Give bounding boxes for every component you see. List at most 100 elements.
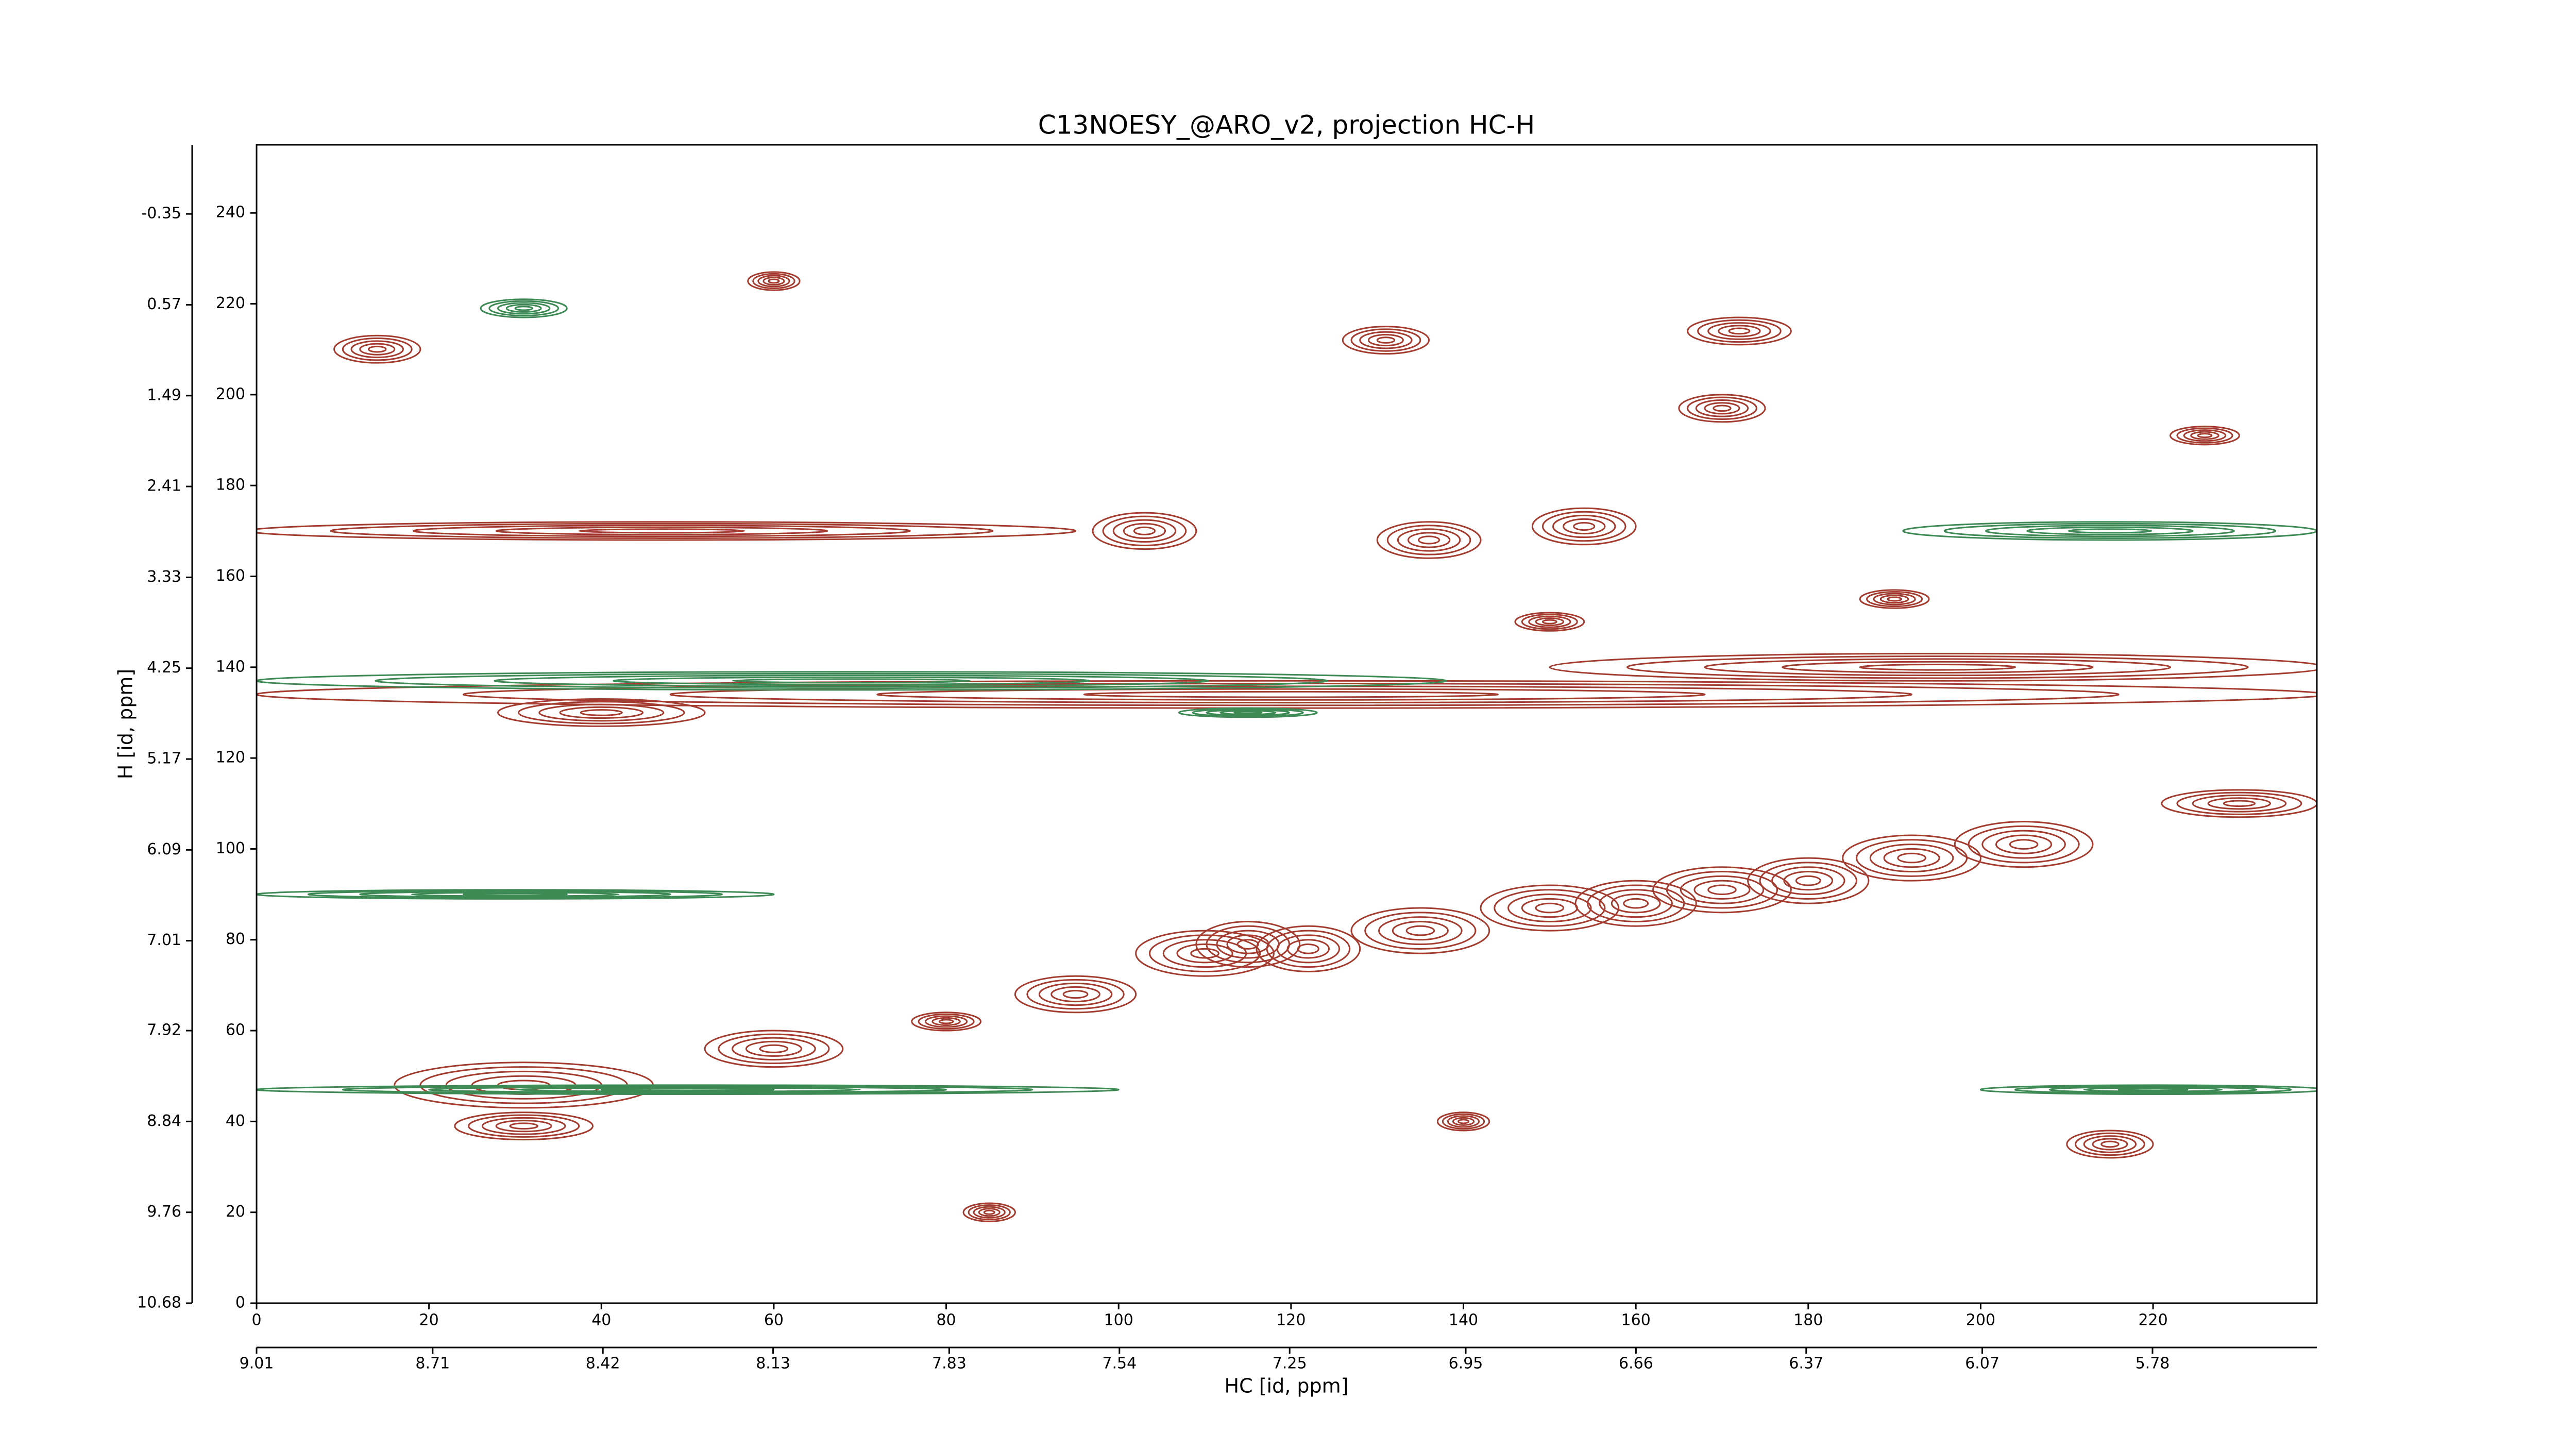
contour-level xyxy=(1176,943,1233,964)
y2-tick-label: 7.92 xyxy=(147,1021,181,1039)
contour-level xyxy=(745,1040,802,1057)
contour-level xyxy=(1436,1111,1490,1132)
contour-level xyxy=(1442,1113,1485,1130)
contour-level xyxy=(411,891,620,897)
contour-level xyxy=(1359,331,1413,349)
y-tick-label: 140 xyxy=(216,658,245,676)
contour-level xyxy=(1573,521,1596,531)
contour-level xyxy=(2100,1140,2120,1148)
x-tick-label: 140 xyxy=(1449,1311,1478,1329)
contour-level xyxy=(1342,326,1430,355)
x-tick-label: 20 xyxy=(419,1311,439,1329)
contour-level xyxy=(495,526,828,535)
contour-level xyxy=(1376,521,1482,559)
contour-level xyxy=(2176,427,2233,444)
contour-level xyxy=(1233,711,1263,715)
peak xyxy=(2161,789,2317,818)
contour-level xyxy=(1795,875,1821,886)
contour-level xyxy=(375,672,1328,689)
contour-level xyxy=(1418,535,1440,545)
y2-tick-label: 9.76 xyxy=(147,1203,181,1221)
contour-level xyxy=(876,688,1706,701)
contour-level xyxy=(1697,319,1782,343)
contour-level xyxy=(1943,523,2277,539)
peak xyxy=(2170,426,2240,446)
contour-level xyxy=(454,1111,594,1141)
contour-level xyxy=(1599,889,1673,918)
contour-level xyxy=(1747,857,1870,904)
contour-level xyxy=(494,675,1209,687)
contour-level xyxy=(497,698,706,727)
peak xyxy=(1342,326,1430,355)
contour-level xyxy=(1148,934,1261,972)
y2-tick-label: 1.49 xyxy=(147,386,181,404)
contour-level xyxy=(1014,975,1137,1014)
contour-level xyxy=(2190,431,2219,440)
contour-level xyxy=(1256,925,1361,972)
contour-level xyxy=(2067,528,2153,534)
y-tick-label: 20 xyxy=(226,1203,245,1221)
contour-level xyxy=(514,1087,861,1092)
peak xyxy=(747,271,801,291)
x-tick-label: 80 xyxy=(936,1311,956,1329)
contour-level xyxy=(1549,652,2317,682)
contour-level xyxy=(732,1037,816,1060)
contour-level xyxy=(1652,866,1792,914)
contour-level xyxy=(600,1088,775,1091)
y2-tick-label: 4.25 xyxy=(147,659,181,677)
contour-level xyxy=(2192,794,2287,813)
y2-tick-label: 2.41 xyxy=(147,477,181,495)
contour-level xyxy=(359,890,671,898)
contour-level xyxy=(1879,595,1909,604)
contour-level xyxy=(1190,948,1219,959)
contour-level xyxy=(342,1085,1033,1094)
contour-level xyxy=(1112,519,1177,543)
contour-level xyxy=(1695,399,1749,417)
contour-level xyxy=(762,276,785,286)
peak xyxy=(480,298,568,318)
contour-level xyxy=(759,1044,789,1053)
x-tick-label: 200 xyxy=(1966,1311,1995,1329)
contour-level xyxy=(480,298,568,318)
contour-level xyxy=(1883,848,1940,868)
contour-level xyxy=(1704,402,1740,415)
contour-level xyxy=(1887,596,1903,602)
contour-level xyxy=(968,1204,1011,1221)
contour-level xyxy=(1367,333,1404,347)
peak xyxy=(1514,612,1585,632)
x2-tick-label: 8.71 xyxy=(415,1355,450,1373)
peak xyxy=(1842,834,1981,882)
x2-tick-label: 7.83 xyxy=(932,1355,967,1373)
contour-level xyxy=(359,343,396,356)
peak xyxy=(1376,521,1482,559)
x-tick-label: 120 xyxy=(1276,1311,1306,1329)
contour-level xyxy=(1216,930,1280,959)
x2-tick-label: 9.01 xyxy=(240,1355,274,1373)
peak xyxy=(1531,507,1637,546)
y-tick-label: 200 xyxy=(216,385,245,403)
contour-level xyxy=(1626,655,2249,679)
x2-tick-label: 5.78 xyxy=(2136,1355,2170,1373)
contour-level xyxy=(2161,789,2317,818)
contour-level xyxy=(757,275,790,288)
peak xyxy=(962,1202,1016,1222)
y2-tick-label: 8.84 xyxy=(147,1112,181,1130)
contour-level xyxy=(1859,589,1930,609)
contour-level xyxy=(1574,880,1697,927)
contour-level xyxy=(1859,664,2016,671)
contour-level xyxy=(704,1030,844,1068)
contour-level xyxy=(1981,830,2066,859)
contour-level xyxy=(580,709,623,716)
contour-level xyxy=(1611,894,1661,914)
contour-level xyxy=(1376,336,1396,344)
contour-level xyxy=(1666,871,1778,909)
contour-level xyxy=(1728,327,1751,335)
x-tick-label: 220 xyxy=(2138,1311,2167,1329)
contour-level xyxy=(2092,1138,2128,1151)
contour-level xyxy=(1528,615,1571,628)
contour-level xyxy=(505,304,542,313)
peak xyxy=(911,1012,982,1032)
contour-level xyxy=(2083,1087,2223,1092)
